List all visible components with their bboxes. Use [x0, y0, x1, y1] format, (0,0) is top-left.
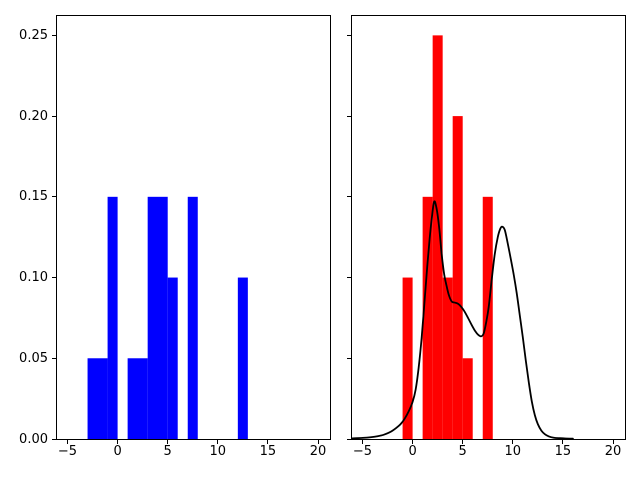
kde-curve	[352, 200, 574, 439]
blue-density-histogram-bar	[127, 358, 148, 439]
left-histogram-y-tick-label: 0.00	[19, 431, 48, 447]
red-density-histogram-bar	[462, 358, 473, 439]
left-histogram-x-tick	[167, 440, 169, 444]
right-histogram-kde-x-tick-label: 5	[458, 444, 467, 459]
blue-density-histogram-bar	[187, 196, 198, 439]
left-histogram-x-tick-label: 20	[309, 444, 327, 459]
left-histogram-x-tick	[117, 440, 119, 444]
left-histogram-x-tick-label: −5	[57, 444, 78, 459]
left-histogram-x-tick	[217, 440, 219, 444]
left-histogram-x-tick-label: 10	[209, 444, 227, 459]
red-density-histogram-bar	[432, 35, 443, 439]
left-histogram-plot-area	[87, 196, 248, 439]
right-histogram-kde-x-tick	[362, 440, 363, 444]
right-histogram-kde-x-tick	[612, 440, 614, 444]
left-histogram-y-tick	[52, 196, 56, 198]
right-histogram-kde-x-tick	[562, 440, 564, 444]
left-histogram-y-tick-label: 0.15	[19, 189, 48, 205]
blue-density-histogram-bar	[147, 196, 168, 439]
right-histogram-kde-plot-area	[352, 35, 574, 439]
left-histogram-y-tick-label: 0.25	[19, 27, 48, 43]
left-histogram-axes	[56, 15, 331, 440]
red-density-histogram-bar	[402, 277, 413, 439]
right-histogram-kde-x-tick-label: −5	[352, 444, 373, 459]
left-histogram-y-tick-label: 0.10	[19, 270, 48, 285]
red-density-histogram-bar	[452, 116, 463, 439]
blue-density-histogram-bar	[87, 358, 108, 439]
red-density-histogram-bar	[442, 277, 453, 439]
left-histogram-y-tick	[52, 438, 56, 440]
left-histogram-y-tick-label: 0.20	[19, 108, 48, 124]
blue-density-histogram-bar	[167, 277, 178, 439]
left-histogram-y-tick	[52, 277, 56, 278]
left-histogram-y-tick	[52, 34, 56, 36]
right-histogram-kde-x-tick	[512, 440, 514, 444]
left-histogram-y-tick-label: 0.05	[19, 350, 48, 366]
left-histogram-x-tick-label: 0	[113, 444, 122, 459]
right-histogram-kde-y-tick	[347, 34, 351, 36]
left-histogram-y-tick	[52, 357, 56, 359]
blue-density-histogram-bar	[237, 277, 248, 439]
right-histogram-kde-x-tick-label: 10	[504, 444, 522, 459]
right-histogram-kde-x-tick	[462, 440, 464, 444]
right-histogram-kde-y-tick	[347, 357, 351, 359]
blue-density-histogram-bar	[107, 196, 118, 439]
right-histogram-kde-y-tick	[347, 115, 351, 117]
red-density-histogram-bar	[422, 196, 433, 439]
left-histogram-x-tick	[67, 440, 68, 444]
right-histogram-kde-y-tick	[347, 196, 351, 198]
right-histogram-kde-y-tick	[347, 277, 351, 278]
right-histogram-kde-x-tick	[412, 440, 414, 444]
right-histogram-kde-x-tick-label: 15	[554, 444, 572, 459]
left-histogram-x-tick-label: 15	[259, 444, 277, 459]
left-histogram-x-tick	[317, 440, 319, 444]
right-histogram-kde-axes	[351, 15, 626, 440]
right-histogram-kde-y-tick	[347, 438, 351, 440]
left-histogram-y-tick	[52, 115, 56, 117]
right-histogram-kde-x-tick-label: 20	[604, 444, 622, 459]
left-histogram-x-tick	[267, 440, 269, 444]
left-histogram-x-tick-label: 5	[163, 444, 172, 459]
right-histogram-kde-x-tick-label: 0	[408, 444, 417, 459]
